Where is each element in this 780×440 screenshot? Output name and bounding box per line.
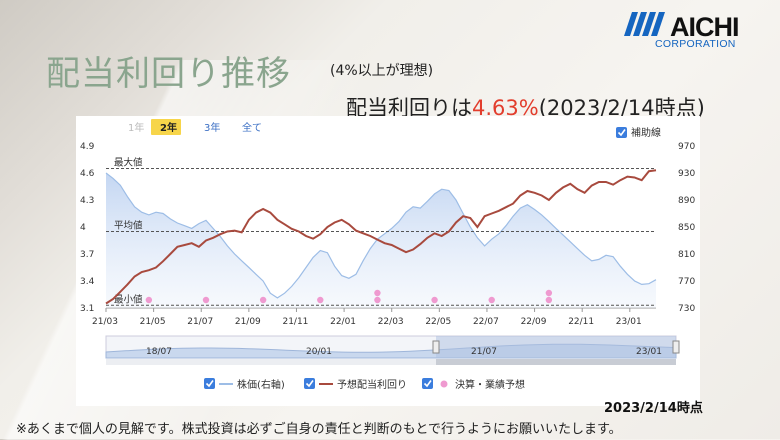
legend-checkbox[interactable] xyxy=(422,378,433,389)
earnings-event-marker[interactable] xyxy=(545,296,553,304)
x-axis-tick: 23/01 xyxy=(616,317,642,327)
left-axis-tick: 3.1 xyxy=(80,304,94,314)
navigator-handle-right[interactable] xyxy=(672,340,680,354)
right-axis-tick: 970 xyxy=(678,142,695,152)
aichi-logo-icon xyxy=(624,12,665,36)
earnings-event-marker[interactable] xyxy=(145,296,153,304)
earnings-event-marker[interactable] xyxy=(488,296,495,304)
navigator-selection[interactable] xyxy=(436,336,676,358)
x-axis-tick: 21/05 xyxy=(140,317,166,327)
legend-label: 株価(右軸) xyxy=(237,378,285,391)
left-axis-tick: 4.6 xyxy=(80,169,95,179)
page-title: 配当利回り推移 xyxy=(46,54,291,94)
legend-checkbox[interactable] xyxy=(204,378,215,389)
left-axis-tick: 4.9 xyxy=(80,142,95,152)
x-axis-tick: 22/01 xyxy=(330,317,356,327)
range-button-3[interactable]: 全て xyxy=(242,121,262,134)
range-buttons: 1年 2年 3年 全て xyxy=(128,119,262,135)
aux-line-toggle[interactable]: 補助線 xyxy=(616,126,661,139)
range-button-1[interactable]: 2年 xyxy=(160,121,177,134)
reference-line-label: 最大値 xyxy=(114,157,143,169)
right-axis-tick: 810 xyxy=(678,250,695,260)
right-axis-tick: 730 xyxy=(678,304,695,314)
x-axis-tick: 22/07 xyxy=(473,317,499,327)
earnings-event-marker[interactable] xyxy=(431,296,438,304)
x-axis-tick: 21/09 xyxy=(235,317,261,327)
scrollbar-thumb[interactable] xyxy=(436,359,676,365)
plot-area: 4.9 4.6 4.3 4 3.7 3.4 3.1 970 930 890 850 810 770 730… xyxy=(80,142,695,327)
x-axis-tick: 22/03 xyxy=(378,317,404,327)
range-navigator[interactable]: 18/07 20/01 21/07 23/01 xyxy=(105,335,680,365)
range-button-active-bg[interactable] xyxy=(151,119,181,135)
earnings-event-marker[interactable] xyxy=(317,296,324,304)
x-axis-tick: 21/11 xyxy=(282,317,308,327)
x-axis-tick: 21/07 xyxy=(187,317,213,327)
check-icon xyxy=(423,380,432,388)
right-axis-tick: 850 xyxy=(678,223,695,233)
navigator-tick: 20/01 xyxy=(306,347,332,357)
logo-subtitle: CORPORATION xyxy=(655,38,736,50)
chart-legend: 株価(右軸) 予想配当利回り 決算・業績予想 xyxy=(204,378,525,391)
left-axis-tick: 3.4 xyxy=(80,277,95,287)
scrollbar-track[interactable] xyxy=(106,359,676,365)
check-icon xyxy=(205,380,214,388)
range-button-2[interactable]: 3年 xyxy=(204,121,220,134)
range-button-0[interactable]: 1年 xyxy=(128,121,144,134)
logo-wordmark: AICHI xyxy=(670,12,739,42)
reference-line-label: 最小値 xyxy=(114,293,143,305)
earnings-event-marker[interactable] xyxy=(202,296,210,304)
earnings-event-marker[interactable] xyxy=(374,289,381,297)
navigator-tick: 21/07 xyxy=(471,347,497,357)
chart-panel: 1年 2年 3年 全て 補助線 4.9 4.6 4.3 4 3.7 3.4 3.1 970 930 89… xyxy=(76,116,700,406)
x-axis-tick: 21/03 xyxy=(92,317,118,327)
x-axis-tick: 22/05 xyxy=(425,317,451,327)
price-line xyxy=(105,172,657,299)
page-subtitle: (4%以上が理想) xyxy=(330,63,434,79)
legend-checkbox[interactable] xyxy=(304,378,315,389)
left-axis-tick: 4.3 xyxy=(80,196,94,206)
reference-line-label: 平均値 xyxy=(114,220,143,232)
legend-label: 決算・業績予想 xyxy=(455,378,525,391)
as-of-date: 2023/2/14時点 xyxy=(604,401,703,416)
x-axis-tick: 22/09 xyxy=(521,317,547,327)
legend-swatch xyxy=(440,380,448,388)
navigator-tick: 18/07 xyxy=(146,347,172,357)
left-axis-tick: 4 xyxy=(80,223,86,233)
x-axis-tick: 22/11 xyxy=(568,317,594,327)
dividend-yield-chart: 1年 2年 3年 全て 補助線 4.9 4.6 4.3 4 3.7 3.4 3.1 970 930 89… xyxy=(80,119,695,391)
aux-line-label: 補助線 xyxy=(631,126,661,139)
left-axis-tick: 3.7 xyxy=(80,250,94,260)
disclaimer: ※あくまで個人の見解です。株式投資は必ずご自身の責任と判断のもとで行うようにお願… xyxy=(16,422,622,437)
earnings-event-marker[interactable] xyxy=(259,296,267,304)
earnings-event-marker[interactable] xyxy=(545,289,553,297)
yield-line xyxy=(105,169,657,305)
right-axis-tick: 770 xyxy=(678,277,695,287)
navigator-tick: 23/01 xyxy=(636,347,662,357)
check-icon xyxy=(305,380,314,388)
check-icon xyxy=(617,129,626,137)
legend-label: 予想配当利回り xyxy=(337,378,407,391)
earnings-event-marker[interactable] xyxy=(374,296,381,304)
right-axis-tick: 890 xyxy=(678,196,695,206)
navigator-handle-left[interactable] xyxy=(432,340,440,354)
right-axis-tick: 930 xyxy=(678,169,695,179)
aux-line-checkbox[interactable] xyxy=(616,127,627,138)
